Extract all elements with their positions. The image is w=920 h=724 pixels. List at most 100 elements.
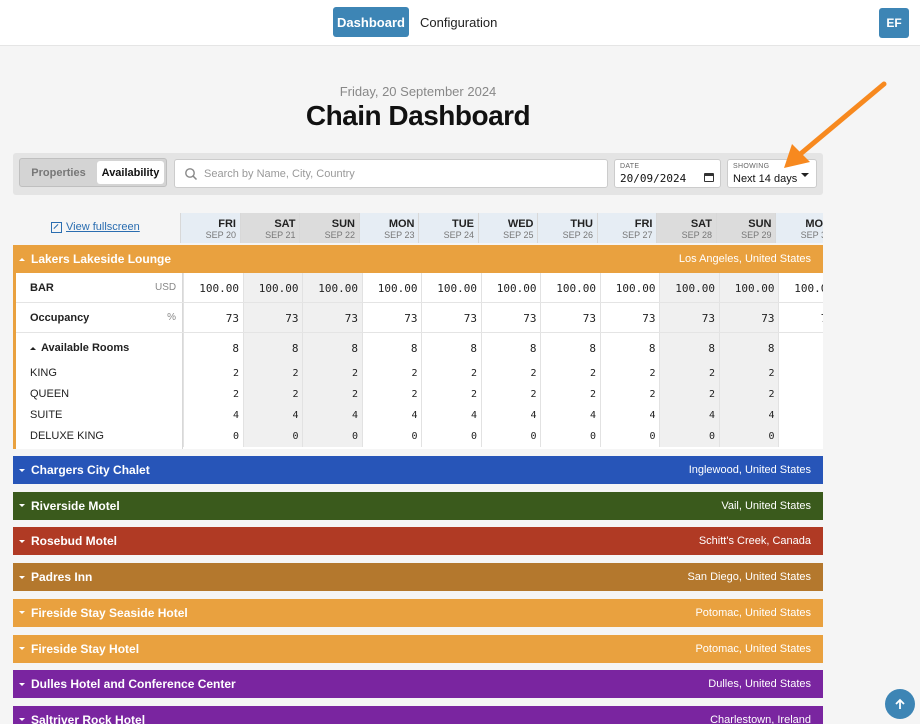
- grid-cell[interactable]: 100.00: [242, 273, 303, 303]
- grid-cell[interactable]: 8: [183, 333, 243, 363]
- room-cell[interactable]: 2: [480, 363, 541, 384]
- room-cell[interactable]: 2: [659, 384, 719, 405]
- user-avatar[interactable]: EF: [879, 8, 909, 38]
- room-cell[interactable]: 2: [599, 363, 660, 384]
- room-cell[interactable]: 0: [361, 426, 422, 447]
- grid-cell[interactable]: 73: [778, 303, 823, 333]
- property-header[interactable]: Dulles Hotel and Conference Center Dulles…: [13, 670, 823, 699]
- grid-cell[interactable]: 73: [361, 303, 422, 333]
- grid-cell[interactable]: 8: [361, 333, 422, 363]
- room-cell[interactable]: 2: [302, 384, 362, 405]
- room-cell[interactable]: 2: [421, 384, 481, 405]
- grid-cell[interactable]: 8: [659, 333, 719, 363]
- room-cell[interactable]: 4: [183, 405, 243, 426]
- grid-cell[interactable]: 73: [480, 303, 541, 333]
- grid-cell[interactable]: 100.00: [480, 273, 541, 303]
- room-cell[interactable]: 4: [778, 405, 823, 426]
- property-header[interactable]: Riverside Motel Vail, United States: [13, 491, 823, 520]
- grid-cell[interactable]: 8: [421, 333, 481, 363]
- room-cell[interactable]: 4: [599, 405, 660, 426]
- grid-cell[interactable]: 8: [302, 333, 362, 363]
- view-fullscreen-link[interactable]: View fullscreen: [51, 221, 140, 233]
- room-cell[interactable]: 0: [302, 426, 362, 447]
- room-cell[interactable]: 2: [599, 384, 660, 405]
- room-cell[interactable]: 0: [599, 426, 660, 447]
- date-picker[interactable]: DATE 20/09/2024: [614, 159, 721, 188]
- room-cell[interactable]: 0: [778, 426, 823, 447]
- nav-dashboard-button[interactable]: Dashboard: [333, 7, 409, 37]
- property-header[interactable]: Fireside Stay Seaside Hotel Potomac, Unit…: [13, 598, 823, 627]
- room-cell[interactable]: 2: [718, 363, 779, 384]
- grid-cell[interactable]: 73: [421, 303, 481, 333]
- room-cell[interactable]: 2: [421, 363, 481, 384]
- grid-cell[interactable]: 73: [302, 303, 362, 333]
- room-cell[interactable]: 0: [480, 426, 541, 447]
- scroll-to-top-button[interactable]: [885, 689, 915, 719]
- room-cell[interactable]: 2: [361, 363, 422, 384]
- room-cell[interactable]: 4: [242, 405, 303, 426]
- room-cell[interactable]: 2: [242, 363, 303, 384]
- property-header[interactable]: Rosebud Motel Schitt's Creek, Canada: [13, 527, 823, 556]
- property-header-expanded[interactable]: Lakers Lakeside Lounge Los Angeles, Unit…: [13, 245, 823, 273]
- property-header[interactable]: Fireside Stay Hotel Potomac, United State…: [13, 634, 823, 663]
- room-cell[interactable]: 2: [540, 363, 600, 384]
- room-cell[interactable]: 4: [421, 405, 481, 426]
- grid-cell[interactable]: 73: [599, 303, 660, 333]
- property-header[interactable]: Saltriver Rock Hotel Charlestown, Ireland: [13, 705, 823, 724]
- grid-cell[interactable]: 8: [480, 333, 541, 363]
- nav-configuration-link[interactable]: Configuration: [420, 14, 498, 30]
- calendar-icon[interactable]: [704, 173, 714, 182]
- room-cell[interactable]: 4: [302, 405, 362, 426]
- grid-cell[interactable]: 100.00: [778, 273, 823, 303]
- grid-cell[interactable]: 8: [599, 333, 660, 363]
- room-cell[interactable]: 2: [778, 384, 823, 405]
- grid-cell[interactable]: 100.00: [421, 273, 481, 303]
- grid-cell[interactable]: 100.00: [302, 273, 362, 303]
- grid-cell[interactable]: 100.00: [659, 273, 719, 303]
- grid-cell[interactable]: 73: [540, 303, 600, 333]
- grid-cell[interactable]: 100.00: [361, 273, 422, 303]
- grid-cell[interactable]: 73: [183, 303, 243, 333]
- room-cell[interactable]: 4: [659, 405, 719, 426]
- room-cell[interactable]: 4: [480, 405, 541, 426]
- grid-cell[interactable]: 100.00: [718, 273, 779, 303]
- room-cell[interactable]: 2: [778, 363, 823, 384]
- property-header[interactable]: Chargers City Chalet Inglewood, United St…: [13, 456, 823, 484]
- room-cell[interactable]: 2: [659, 363, 719, 384]
- property-header[interactable]: Padres Inn San Diego, United States: [13, 563, 823, 592]
- room-cell[interactable]: 0: [718, 426, 779, 447]
- grid-cell[interactable]: 8: [718, 333, 779, 363]
- room-cell[interactable]: 4: [361, 405, 422, 426]
- day-name: SUN: [331, 218, 355, 230]
- grid-cell[interactable]: 100.00: [540, 273, 600, 303]
- room-cell[interactable]: 2: [302, 363, 362, 384]
- room-cell[interactable]: 4: [718, 405, 779, 426]
- grid-cell[interactable]: 8: [540, 333, 600, 363]
- room-cell[interactable]: 4: [540, 405, 600, 426]
- collapse-rooms-icon[interactable]: [30, 346, 36, 350]
- room-cell[interactable]: 0: [659, 426, 719, 447]
- room-cell[interactable]: 2: [242, 384, 303, 405]
- grid-cell[interactable]: 8: [778, 333, 823, 363]
- room-cell[interactable]: 0: [183, 426, 243, 447]
- grid-cell[interactable]: 73: [242, 303, 303, 333]
- room-cell[interactable]: 2: [480, 384, 541, 405]
- day-name: FRI: [634, 218, 653, 230]
- room-cell[interactable]: 2: [361, 384, 422, 405]
- metric-row-label[interactable]: Available Rooms: [30, 342, 129, 354]
- properties-tab[interactable]: Properties: [31, 166, 86, 179]
- room-cell[interactable]: 0: [540, 426, 600, 447]
- availability-tab[interactable]: Availability: [97, 161, 164, 184]
- grid-cell[interactable]: 100.00: [183, 273, 243, 303]
- room-cell[interactable]: 2: [718, 384, 779, 405]
- grid-cell[interactable]: 100.00: [599, 273, 660, 303]
- room-cell[interactable]: 2: [183, 384, 243, 405]
- grid-cell[interactable]: 73: [718, 303, 779, 333]
- room-cell[interactable]: 0: [242, 426, 303, 447]
- grid-cell[interactable]: 8: [242, 333, 303, 363]
- room-cell[interactable]: 2: [183, 363, 243, 384]
- search-input[interactable]: [204, 167, 604, 180]
- room-cell[interactable]: 0: [421, 426, 481, 447]
- grid-cell[interactable]: 73: [659, 303, 719, 333]
- room-cell[interactable]: 2: [540, 384, 600, 405]
